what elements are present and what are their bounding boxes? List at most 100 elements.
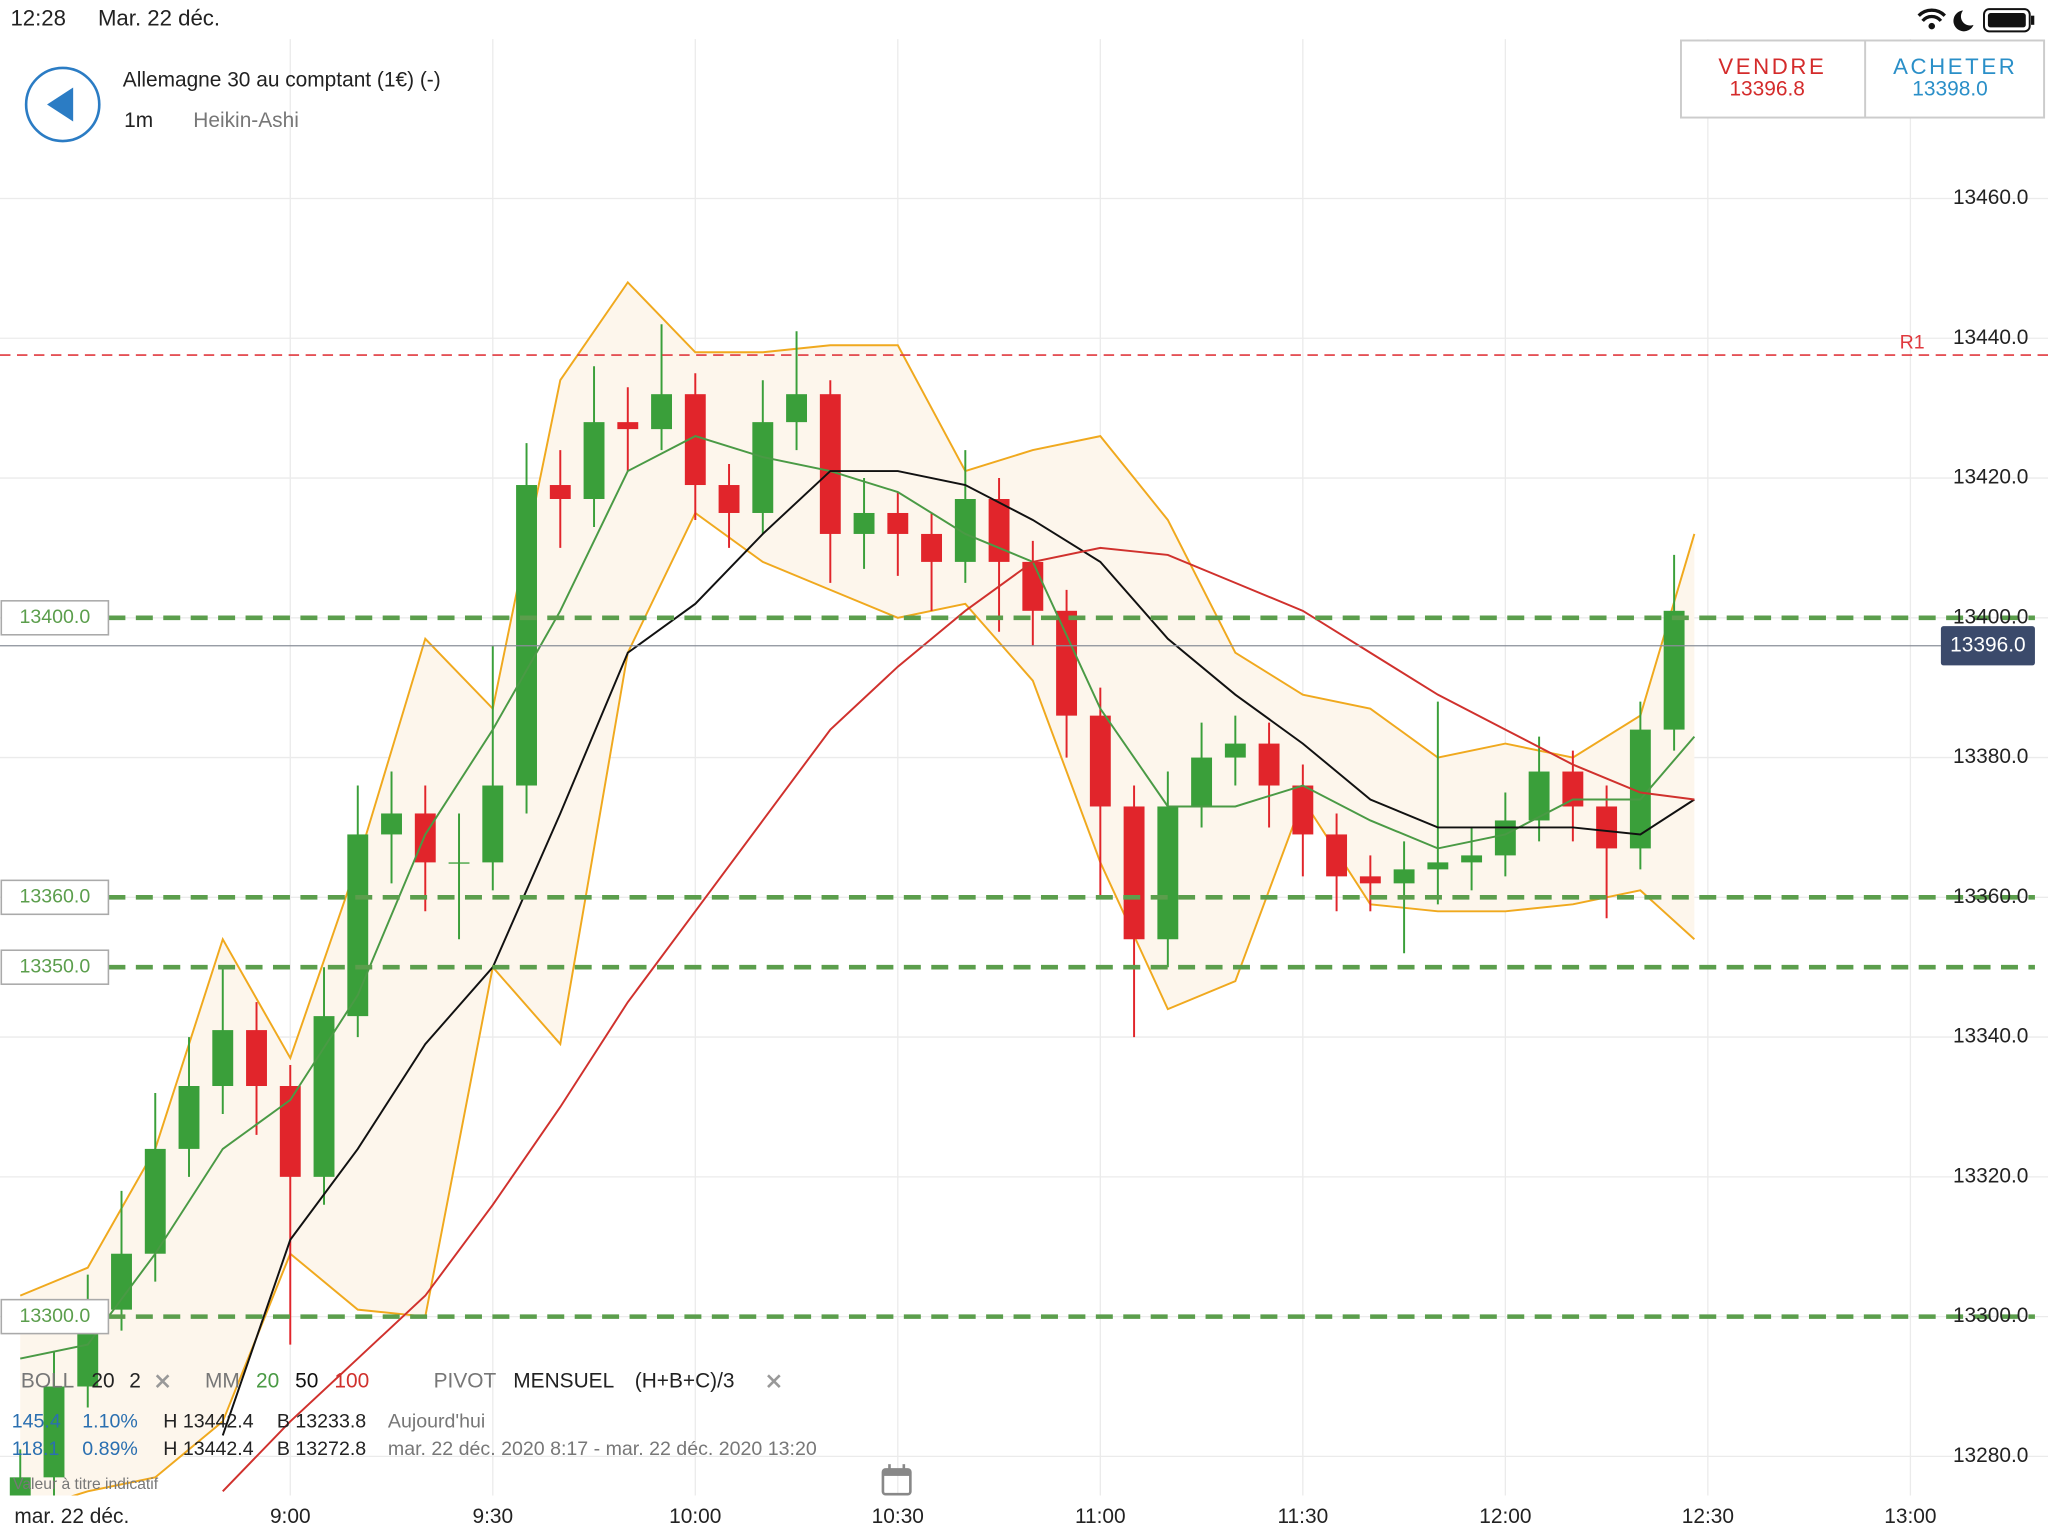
candle-body: [1494, 820, 1516, 856]
y-tick-label: 13340.0: [1953, 1025, 2028, 1048]
interval[interactable]: 1m: [124, 109, 153, 132]
remove-pivot[interactable]: [767, 1374, 781, 1389]
stat-low: B 13233.8: [277, 1411, 366, 1433]
bollinger-lower: [70, 511, 1696, 1496]
boll-deviation: 2: [129, 1369, 141, 1392]
y-tick-label: 13280.0: [1953, 1444, 2028, 1467]
candle-body: [448, 862, 470, 864]
candle-body: [111, 1253, 132, 1310]
candle-body: [246, 1030, 267, 1087]
resistance-label: R1: [1900, 331, 1925, 353]
sell-price[interactable]: 13396.8: [1729, 78, 1804, 101]
y-tick-label: 13460.0: [1953, 186, 2028, 209]
candle-body: [1123, 806, 1145, 940]
y-tick-label: 13400.0: [1953, 605, 2028, 628]
status-time: 12:28: [10, 5, 66, 30]
pivot-name[interactable]: PIVOT: [434, 1369, 497, 1392]
level-box[interactable]: [0, 879, 110, 916]
pivot-formula: (H+B+C)/3: [635, 1369, 735, 1392]
buy-button[interactable]: ACHETER 13398.0: [1893, 54, 2017, 101]
boll-name[interactable]: BOLL: [21, 1369, 74, 1392]
candle-body: [347, 834, 369, 1017]
candle-body: [752, 422, 774, 513]
stat-low: B 13272.8: [277, 1438, 366, 1460]
candle-body: [1427, 862, 1449, 870]
candle-body: [988, 499, 1010, 562]
chart-style[interactable]: Heikin-Ashi: [193, 109, 299, 132]
x-tick-label: 10:00: [669, 1505, 721, 1528]
candle-body: [482, 785, 504, 863]
level-label[interactable]: 13300.0: [19, 1305, 90, 1327]
candle-body: [684, 394, 706, 486]
y-tick-label: 13320.0: [1953, 1164, 2028, 1187]
stat-percent: 0.89%: [82, 1438, 138, 1460]
y-tick-label: 13360.0: [1953, 885, 2028, 908]
date-label: mar. 22 déc.: [14, 1505, 129, 1528]
disclaimer: Valeur à titre indicatif: [13, 1476, 159, 1493]
current-price-box: [1940, 626, 2035, 666]
sell-button[interactable]: VENDRE 13396.8: [1718, 54, 1826, 101]
candle-body: [1157, 806, 1179, 940]
back-button[interactable]: [24, 66, 101, 143]
level-label[interactable]: 13400.0: [19, 606, 90, 628]
y-tick-label: 13380.0: [1953, 745, 2028, 768]
stat-range: 145.4: [12, 1411, 61, 1433]
candle-body: [786, 394, 808, 423]
candle-body: [1022, 561, 1044, 611]
level-box[interactable]: [0, 1298, 110, 1335]
axes: 13280.0 13300.0 13320.0 13340.0 13360.0 13380…: [270, 186, 2028, 1528]
candle-body: [1224, 743, 1246, 758]
moving-average: [20, 435, 1696, 1360]
candle-body: [954, 499, 976, 562]
candle-body: [516, 485, 537, 786]
level-box[interactable]: [0, 949, 110, 985]
candle-body: [1461, 855, 1483, 863]
levels: 13396.0 R1 13400.0 13360.0 13350.0 13300.0: [0, 331, 2048, 1335]
x-tick-label: 12:30: [1682, 1505, 1734, 1528]
mm-name[interactable]: MM: [205, 1369, 240, 1392]
current-price-label: 13396.0: [1950, 633, 2025, 656]
x-tick-label: 9:30: [472, 1505, 513, 1528]
candle-body: [819, 394, 841, 534]
stat-period: Aujourd'hui: [388, 1411, 485, 1433]
candle-body: [651, 394, 672, 430]
candle-body: [583, 422, 605, 500]
mm-period: 100: [334, 1369, 369, 1392]
candle-body: [144, 1148, 166, 1254]
indicator-legend: BOLL 20 2 MM 20 50 100 PIVOT MENSUEL (H+…: [12, 1369, 817, 1493]
candle-body: [1056, 610, 1078, 716]
bollinger-fill: [20, 282, 1695, 1496]
buy-price[interactable]: 13398.0: [1912, 78, 1987, 101]
x-tick-label: 10:30: [872, 1505, 924, 1528]
sell-label[interactable]: VENDRE: [1718, 54, 1826, 79]
candle-body: [718, 485, 740, 513]
x-tick-label: 13:00: [1884, 1505, 1936, 1528]
boll-period: 20: [91, 1369, 114, 1392]
buy-label[interactable]: ACHETER: [1893, 54, 2017, 79]
level-label[interactable]: 13350.0: [19, 955, 90, 977]
candle-body: [1528, 771, 1550, 821]
x-tick-label: 12:00: [1479, 1505, 1531, 1528]
pivot-period: MENSUEL: [513, 1369, 614, 1392]
candle-body: [1258, 743, 1280, 786]
candle-body: [1089, 715, 1111, 807]
candle-body: [279, 1086, 301, 1177]
candle-body: [1629, 729, 1651, 849]
candle-body: [1393, 869, 1415, 884]
level-label[interactable]: 13360.0: [19, 885, 90, 907]
level-box[interactable]: [0, 600, 110, 636]
candle-body: [9, 1477, 31, 1496]
candle-body: [313, 1016, 335, 1177]
stat-high: H 13442.4: [163, 1411, 253, 1433]
candle-body: [1359, 876, 1381, 884]
candle-body: [617, 422, 639, 430]
stat-range: 118.1: [12, 1438, 60, 1460]
mm-period: 20: [256, 1369, 279, 1392]
instrument-title: Allemagne 30 au comptant (1€) (-): [123, 68, 441, 91]
calendar-button[interactable]: [881, 1464, 912, 1496]
x-tick-label: 9:00: [270, 1505, 311, 1528]
remove-boll[interactable]: [155, 1374, 170, 1389]
candle-body: [1596, 806, 1618, 849]
